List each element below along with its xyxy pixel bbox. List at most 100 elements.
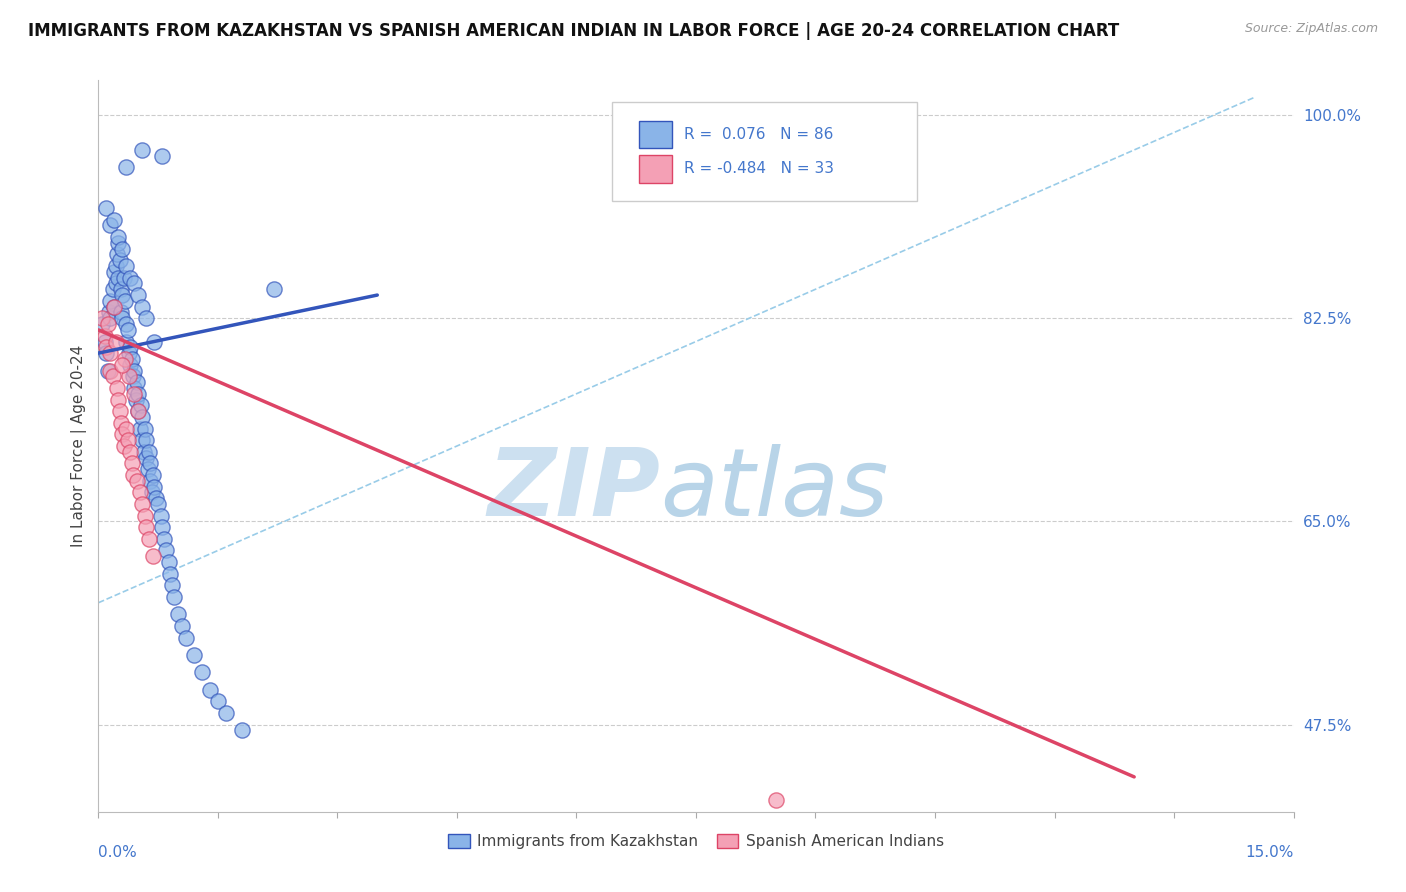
Point [152, 532, 174, 546]
Point [115, 317, 138, 331]
Point [120, 358, 142, 372]
Point [174, 631, 197, 645]
Point [143, 334, 166, 349]
Point [94, 334, 117, 349]
Point [263, 282, 285, 296]
Point [114, 351, 136, 366]
Text: 0.0%: 0.0% [98, 845, 138, 860]
Point [121, 468, 143, 483]
Point [148, 497, 170, 511]
Point [127, 404, 149, 418]
Point [91, 317, 114, 331]
Point [110, 282, 132, 296]
Point [97, 305, 120, 319]
Legend: Immigrants from Kazakhstan, Spanish American Indians: Immigrants from Kazakhstan, Spanish Amer… [441, 828, 950, 855]
Point [103, 265, 125, 279]
Text: R = -0.484   N = 33: R = -0.484 N = 33 [685, 161, 834, 177]
Point [163, 590, 186, 604]
Text: 15.0%: 15.0% [1246, 845, 1294, 860]
Point [121, 457, 143, 471]
Point [103, 212, 125, 227]
Point [127, 288, 149, 302]
Point [111, 311, 134, 326]
Point [157, 555, 180, 569]
Point [115, 334, 138, 349]
Point [103, 300, 125, 314]
Point [117, 433, 139, 447]
Point [108, 404, 131, 418]
Point [141, 485, 163, 500]
Point [129, 398, 152, 412]
Point [135, 450, 157, 465]
Point [138, 532, 160, 546]
Point [135, 311, 157, 326]
Point [135, 433, 157, 447]
Point [124, 386, 146, 401]
Point [142, 468, 165, 483]
Point [135, 520, 157, 534]
Point [131, 497, 153, 511]
Point [112, 439, 135, 453]
Point [124, 363, 146, 377]
Point [155, 543, 177, 558]
Point [115, 421, 138, 435]
Point [134, 508, 156, 523]
Point [145, 491, 167, 506]
Point [134, 421, 156, 435]
Point [128, 421, 150, 435]
Point [125, 474, 148, 488]
Point [139, 457, 162, 471]
Point [131, 433, 153, 447]
Point [111, 242, 134, 256]
Point [111, 358, 134, 372]
Y-axis label: In Labor Force | Age 20-24: In Labor Force | Age 20-24 [72, 345, 87, 547]
Point [138, 445, 160, 459]
Point [115, 161, 138, 175]
Point [118, 346, 141, 360]
Text: atlas: atlas [661, 444, 889, 535]
Point [107, 235, 129, 250]
Point [127, 386, 149, 401]
Point [160, 578, 183, 592]
Point [96, 346, 118, 360]
Point [183, 648, 205, 662]
Point [110, 416, 132, 430]
Point [115, 259, 138, 273]
Point [98, 311, 122, 326]
Point [198, 682, 221, 697]
Point [104, 334, 127, 349]
Point [91, 311, 114, 326]
Point [105, 247, 128, 261]
Text: IMMIGRANTS FROM KAZAKHSTAN VS SPANISH AMERICAN INDIAN IN LABOR FORCE | AGE 20-24: IMMIGRANTS FROM KAZAKHSTAN VS SPANISH AM… [28, 22, 1119, 40]
Point [112, 270, 135, 285]
Point [96, 340, 118, 354]
Point [110, 305, 132, 319]
Point [124, 277, 146, 291]
Point [101, 369, 124, 384]
Point [94, 328, 117, 343]
Point [98, 293, 122, 308]
Point [125, 375, 148, 389]
Point [105, 381, 128, 395]
Point [98, 219, 122, 233]
Point [97, 363, 120, 377]
Point [98, 346, 122, 360]
Point [172, 619, 194, 633]
Point [159, 566, 181, 581]
Point [143, 480, 166, 494]
Bar [638, 155, 672, 183]
Point [149, 508, 172, 523]
Point [107, 270, 129, 285]
Point [101, 282, 124, 296]
Point [191, 665, 214, 680]
Point [136, 462, 159, 476]
Point [103, 300, 125, 314]
Point [139, 474, 162, 488]
Point [121, 351, 143, 366]
Point [215, 706, 238, 720]
Bar [638, 120, 672, 148]
Point [120, 445, 142, 459]
Text: Source: ZipAtlas.com: Source: ZipAtlas.com [1244, 22, 1378, 36]
Point [97, 317, 120, 331]
Point [96, 201, 118, 215]
